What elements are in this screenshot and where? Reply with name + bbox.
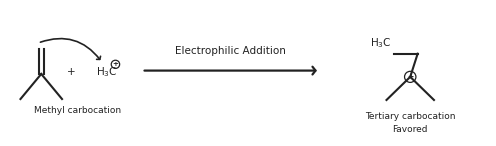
Text: Tertiary carbocation: Tertiary carbocation [365, 112, 455, 121]
Text: H$_3$C: H$_3$C [370, 36, 391, 50]
Text: +: + [66, 67, 75, 77]
Text: Electrophilic Addition: Electrophilic Addition [175, 46, 286, 56]
Text: Favored: Favored [392, 125, 428, 134]
Text: +: + [113, 61, 119, 67]
Text: +: + [407, 72, 413, 81]
Text: H$_3$C: H$_3$C [96, 65, 117, 79]
Text: Methyl carbocation: Methyl carbocation [34, 106, 121, 115]
